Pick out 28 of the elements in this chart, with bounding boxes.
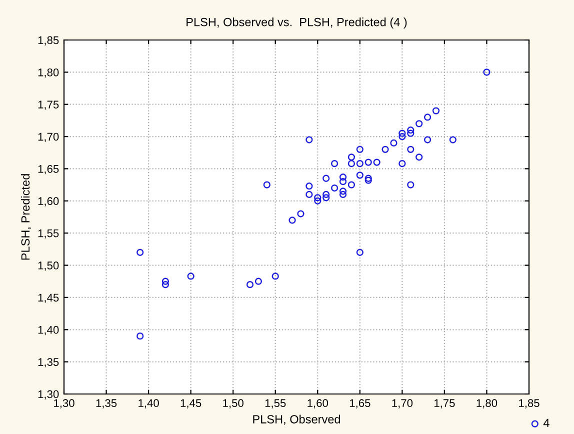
x-tick-label: 1,80	[476, 399, 498, 408]
y-axis-title: PLSH, Predicted	[20, 174, 32, 260]
y-tick-label: 1,85	[38, 36, 59, 46]
x-tick-label: 1,30	[54, 399, 74, 408]
legend-label: 4	[543, 418, 550, 427]
y-tick-label: 1,55	[38, 229, 59, 239]
y-tick-label: 1,65	[38, 164, 59, 174]
x-axis-title: PLSH, Observed	[253, 414, 340, 425]
x-tick-label: 1,35	[96, 399, 117, 408]
x-tick-label: 1,60	[308, 399, 328, 408]
x-tick-label: 1,55	[265, 399, 286, 408]
y-tick-label: 1,70	[38, 132, 59, 142]
y-tick-label: 1,75	[38, 100, 59, 110]
x-tick-label: 1,70	[392, 399, 413, 408]
y-tick-label: 1,35	[38, 358, 59, 368]
y-tick-label: 1,60	[38, 197, 59, 206]
y-tick-label: 1,80	[38, 68, 59, 78]
x-tick-label: 1,40	[138, 399, 159, 408]
y-tick-label: 1,40	[38, 326, 59, 336]
x-tick-label: 1,65	[350, 399, 370, 408]
x-tick-label: 1,85	[519, 399, 540, 408]
y-tick-label: 1,50	[38, 262, 59, 271]
chart-title: PLSH, Observed vs. PLSH, Predicted (4 )	[186, 18, 407, 29]
x-tick-label: 1,50	[223, 399, 244, 408]
y-tick-label: 1,30	[38, 390, 59, 400]
x-tick-label: 1,45	[180, 399, 202, 408]
y-tick-label: 1,45	[38, 294, 59, 303]
x-tick-label: 1,75	[434, 399, 455, 408]
